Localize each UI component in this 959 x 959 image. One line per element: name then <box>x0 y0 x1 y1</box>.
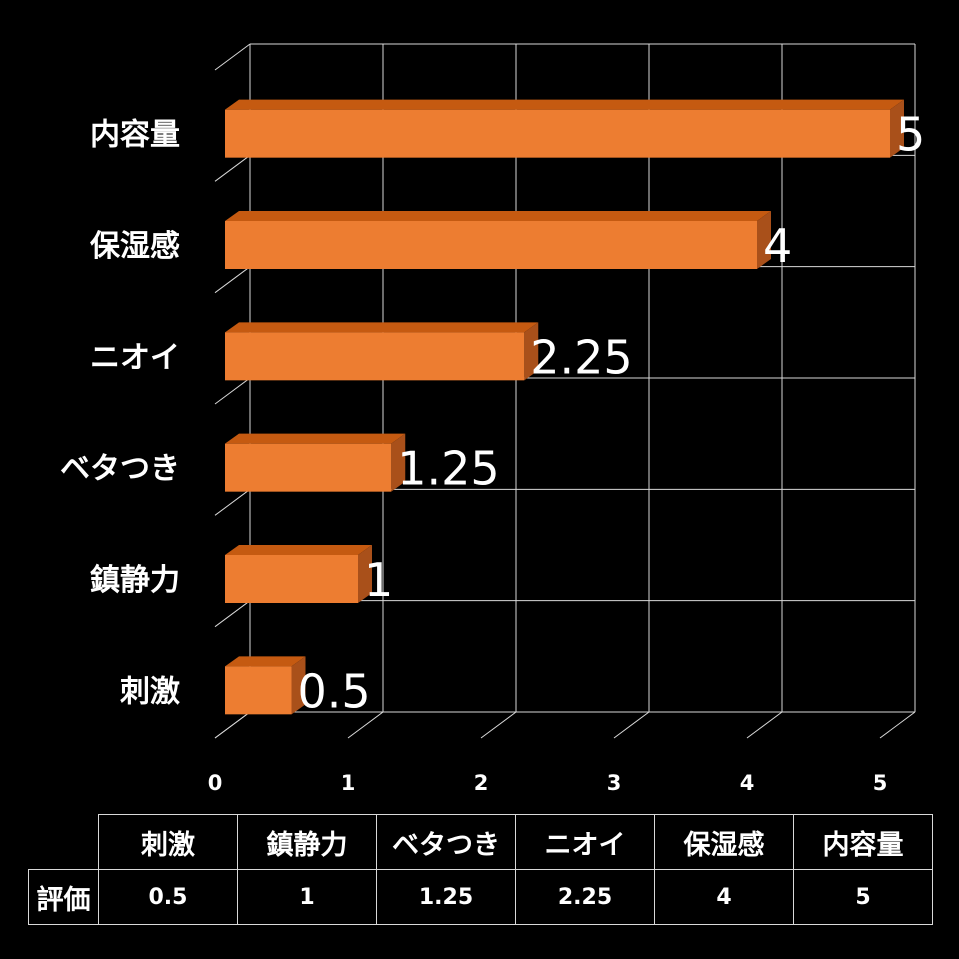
x-tick-label: 0 <box>208 771 223 795</box>
table-header-cell: ニオイ <box>515 814 655 870</box>
wall-gridline <box>214 711 251 739</box>
table-value-cell: 1.25 <box>376 869 516 925</box>
x-tick-label: 3 <box>607 771 622 795</box>
x-tick-label: 4 <box>740 771 755 795</box>
data-label: 1.25 <box>397 442 499 496</box>
bar-front-face <box>225 666 292 715</box>
category-label: ニオイ <box>90 340 180 375</box>
bar-top-face <box>225 545 372 555</box>
bar-top-face <box>225 433 406 444</box>
data-label: 5 <box>896 108 925 162</box>
category-label: 内容量 <box>90 118 180 153</box>
floor-gridline <box>879 711 916 739</box>
table-header-cell: 刺激 <box>98 814 238 870</box>
bar-side-face <box>757 211 771 269</box>
bar-top-face <box>225 211 771 221</box>
data-label: 4 <box>763 219 792 273</box>
bar <box>225 656 306 715</box>
bar <box>225 211 771 269</box>
table-header-row: 刺激 鎮静力 ベタつき ニオイ 保湿感 内容量 <box>28 814 933 870</box>
table-header-cell: 保湿感 <box>654 814 794 870</box>
table-value-cell: 0.5 <box>98 869 238 925</box>
x-tick-label: 2 <box>474 771 489 795</box>
wall-gridline <box>214 154 251 182</box>
table-value-cell: 4 <box>654 869 794 925</box>
table-corner-cell <box>28 814 99 870</box>
bar-top-face <box>225 322 539 333</box>
floor-gridline <box>480 711 517 739</box>
x-tick-label: 1 <box>341 771 356 795</box>
bar <box>225 433 406 492</box>
bar-side-face <box>524 322 539 381</box>
table-row-label: 評価 <box>28 869 99 925</box>
wall-gridline <box>214 43 251 71</box>
category-label: 保湿感 <box>90 229 180 264</box>
floor-gridline <box>746 711 783 739</box>
wall-gridline <box>214 377 251 405</box>
chart-bars <box>225 99 904 715</box>
bar-front-face <box>225 443 392 492</box>
bar <box>225 322 539 381</box>
data-table: 刺激 鎮静力 ベタつき ニオイ 保湿感 内容量 評価 0.5 1 1.25 2.… <box>28 814 933 925</box>
x-axis-tick-labels: 0 1 2 3 4 5 <box>208 771 888 795</box>
bar <box>225 545 372 603</box>
data-label: 0.5 <box>298 664 371 718</box>
floor-gridline <box>347 711 384 739</box>
bar-side-face <box>291 656 306 715</box>
wall-gridline <box>214 600 251 628</box>
data-label: 1 <box>364 553 393 607</box>
table-value-cell: 2.25 <box>515 869 655 925</box>
bar-front-face <box>225 555 358 603</box>
bar-front-face <box>225 221 757 269</box>
bar-top-face <box>225 99 904 110</box>
wall-gridline <box>214 266 251 294</box>
category-label: 刺激 <box>120 674 180 709</box>
bar-side-face <box>358 545 372 603</box>
category-label: ベタつき <box>60 452 180 487</box>
table-header-cell: ベタつき <box>376 814 516 870</box>
x-tick-label: 5 <box>873 771 888 795</box>
category-label: 鎮静力 <box>90 563 180 598</box>
data-label: 2.25 <box>530 330 632 384</box>
bar-side-face <box>391 433 406 492</box>
wall-gridline <box>214 488 251 516</box>
bar-top-face <box>225 656 306 667</box>
table-header-cell: 鎮静力 <box>237 814 377 870</box>
table-value-cell: 5 <box>793 869 933 925</box>
table-value-cell: 1 <box>237 869 377 925</box>
data-labels: 5 4 2.25 1.25 1 0.5 <box>298 108 926 719</box>
floor-gridline <box>613 711 650 739</box>
table-row: 評価 0.5 1 1.25 2.25 4 5 <box>28 869 933 925</box>
bar-front-face <box>225 109 890 158</box>
bar <box>225 99 904 158</box>
table-header-cell: 内容量 <box>793 814 933 870</box>
bar-side-face <box>890 99 904 158</box>
bar-front-face <box>225 332 525 381</box>
